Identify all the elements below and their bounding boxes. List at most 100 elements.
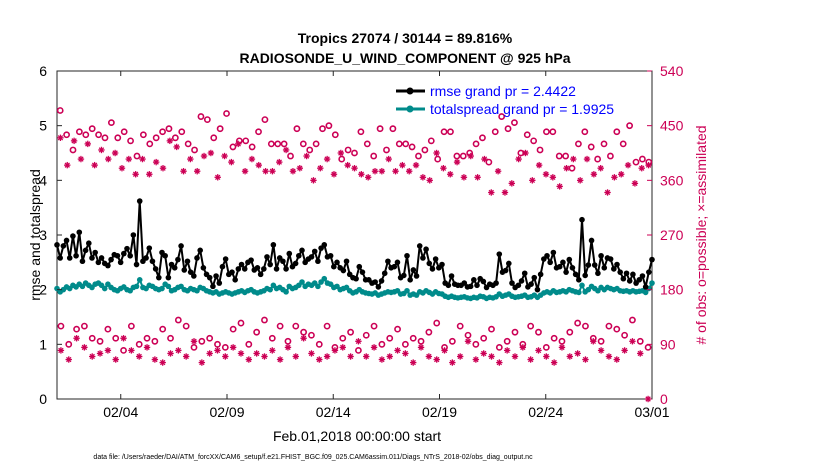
rmse-point <box>232 277 238 283</box>
rmse-point <box>315 258 321 265</box>
obs-assimilated-marker <box>527 356 534 363</box>
obs-possible-marker <box>73 325 80 333</box>
obs-assimilated-marker <box>355 338 362 345</box>
rmse-point <box>264 254 270 260</box>
rmse-point <box>308 254 315 260</box>
obs-possible-marker <box>613 128 621 136</box>
obs-assimilated-marker <box>597 347 605 354</box>
obs-assimilated-marker <box>566 353 573 360</box>
obs-assimilated-marker <box>629 338 636 345</box>
obs-assimilated-marker <box>501 189 509 196</box>
rmse-point <box>86 240 92 246</box>
obs-possible-marker <box>261 116 269 123</box>
obs-assimilated-marker <box>64 161 71 169</box>
rmse-point <box>95 259 102 266</box>
obs-possible-marker <box>440 128 448 136</box>
obs-assimilated-marker <box>104 347 112 354</box>
obs-possible-marker <box>613 325 621 333</box>
obs-assimilated-marker <box>508 180 515 187</box>
rmse-point <box>254 265 261 271</box>
obs-possible-marker <box>146 140 154 148</box>
obs-assimilated-marker <box>200 152 208 160</box>
obs-possible-marker <box>229 325 237 333</box>
obs-possible-marker <box>503 337 511 345</box>
obs-possible-marker <box>456 322 464 330</box>
obs-possible-marker <box>389 125 397 133</box>
obs-possible-marker <box>562 152 570 160</box>
obs-assimilated-marker <box>228 158 235 166</box>
obs-assimilated-marker <box>590 171 598 178</box>
obs-possible-marker <box>575 140 582 148</box>
obs-assimilated-marker <box>269 347 276 354</box>
obs-possible-marker <box>82 131 90 139</box>
obs-assimilated-marker <box>81 344 88 351</box>
obs-assimilated-marker <box>460 174 468 181</box>
obs-possible-marker <box>386 334 394 342</box>
obs-assimilated-marker <box>237 350 245 357</box>
y-right-tick-label: 90 <box>660 336 676 352</box>
rmse-point <box>175 256 181 263</box>
obs-assimilated-marker <box>474 174 481 181</box>
obs-assimilated-marker <box>449 359 456 366</box>
rmse-point <box>54 242 60 248</box>
obs-assimilated-marker <box>503 347 511 354</box>
rmse-point <box>89 255 95 261</box>
obs-assimilated-marker <box>308 350 315 357</box>
rmse-point <box>261 266 267 272</box>
obs-assimilated-marker <box>235 140 242 148</box>
legend-spread-label: totalspread grand pr = 1.9925 <box>430 101 614 117</box>
obs-count-layer <box>56 107 653 403</box>
rmse-point <box>410 267 417 273</box>
totalspread-point <box>283 289 289 295</box>
obs-assimilated-marker <box>637 350 644 357</box>
obs-assimilated-marker <box>392 168 399 175</box>
obs-possible-marker <box>535 328 542 336</box>
obs-possible-marker <box>101 134 109 142</box>
obs-assimilated-marker <box>494 168 502 175</box>
obs-possible-marker <box>151 337 159 345</box>
obs-assimilated-marker <box>590 338 597 345</box>
obs-possible-marker <box>485 158 493 166</box>
obs-assimilated-marker <box>91 161 98 169</box>
rmse-point <box>576 277 582 283</box>
rmse-point <box>257 271 264 278</box>
obs-possible-marker <box>75 128 83 136</box>
rmse-point <box>480 278 487 285</box>
rmse-point <box>646 269 652 275</box>
rmse-point <box>191 273 197 279</box>
rmse-point <box>222 256 229 262</box>
obs-assimilated-marker <box>402 350 409 357</box>
rmse-point <box>432 256 439 262</box>
rmse-point <box>359 269 366 275</box>
rmse-point <box>537 271 544 278</box>
obs-assimilated-marker <box>89 353 96 360</box>
rmse-point <box>194 255 200 261</box>
obs-assimilated-marker <box>363 353 370 360</box>
rmse-point <box>57 255 63 261</box>
obs-possible-marker <box>605 322 613 330</box>
obs-possible-marker <box>107 119 115 127</box>
obs-possible-marker <box>581 128 589 136</box>
obs-assimilated-marker <box>125 155 133 163</box>
totalspread-point <box>101 285 108 292</box>
x-tick-label: 02/24 <box>528 404 563 420</box>
obs-assimilated-marker <box>253 350 260 357</box>
rmse-point <box>229 269 235 275</box>
obs-possible-marker <box>56 107 64 114</box>
obs-possible-marker <box>498 113 506 120</box>
obs-possible-marker <box>558 337 566 345</box>
obs-possible-marker <box>306 146 314 154</box>
obs-possible-marker <box>383 146 390 154</box>
obs-possible-marker <box>331 131 339 139</box>
obs-possible-marker <box>308 331 315 339</box>
obs-possible-marker <box>376 125 384 133</box>
rmse-point <box>292 260 299 267</box>
x-tick-label: 02/14 <box>316 404 351 420</box>
obs-possible-marker <box>171 134 179 142</box>
x-tick-label: 02/19 <box>422 404 457 420</box>
obs-assimilated-marker <box>529 177 536 184</box>
obs-assimilated-marker <box>488 353 495 360</box>
rmse-point <box>585 262 592 268</box>
obs-possible-marker <box>95 131 102 139</box>
obs-assimilated-marker <box>262 168 269 175</box>
